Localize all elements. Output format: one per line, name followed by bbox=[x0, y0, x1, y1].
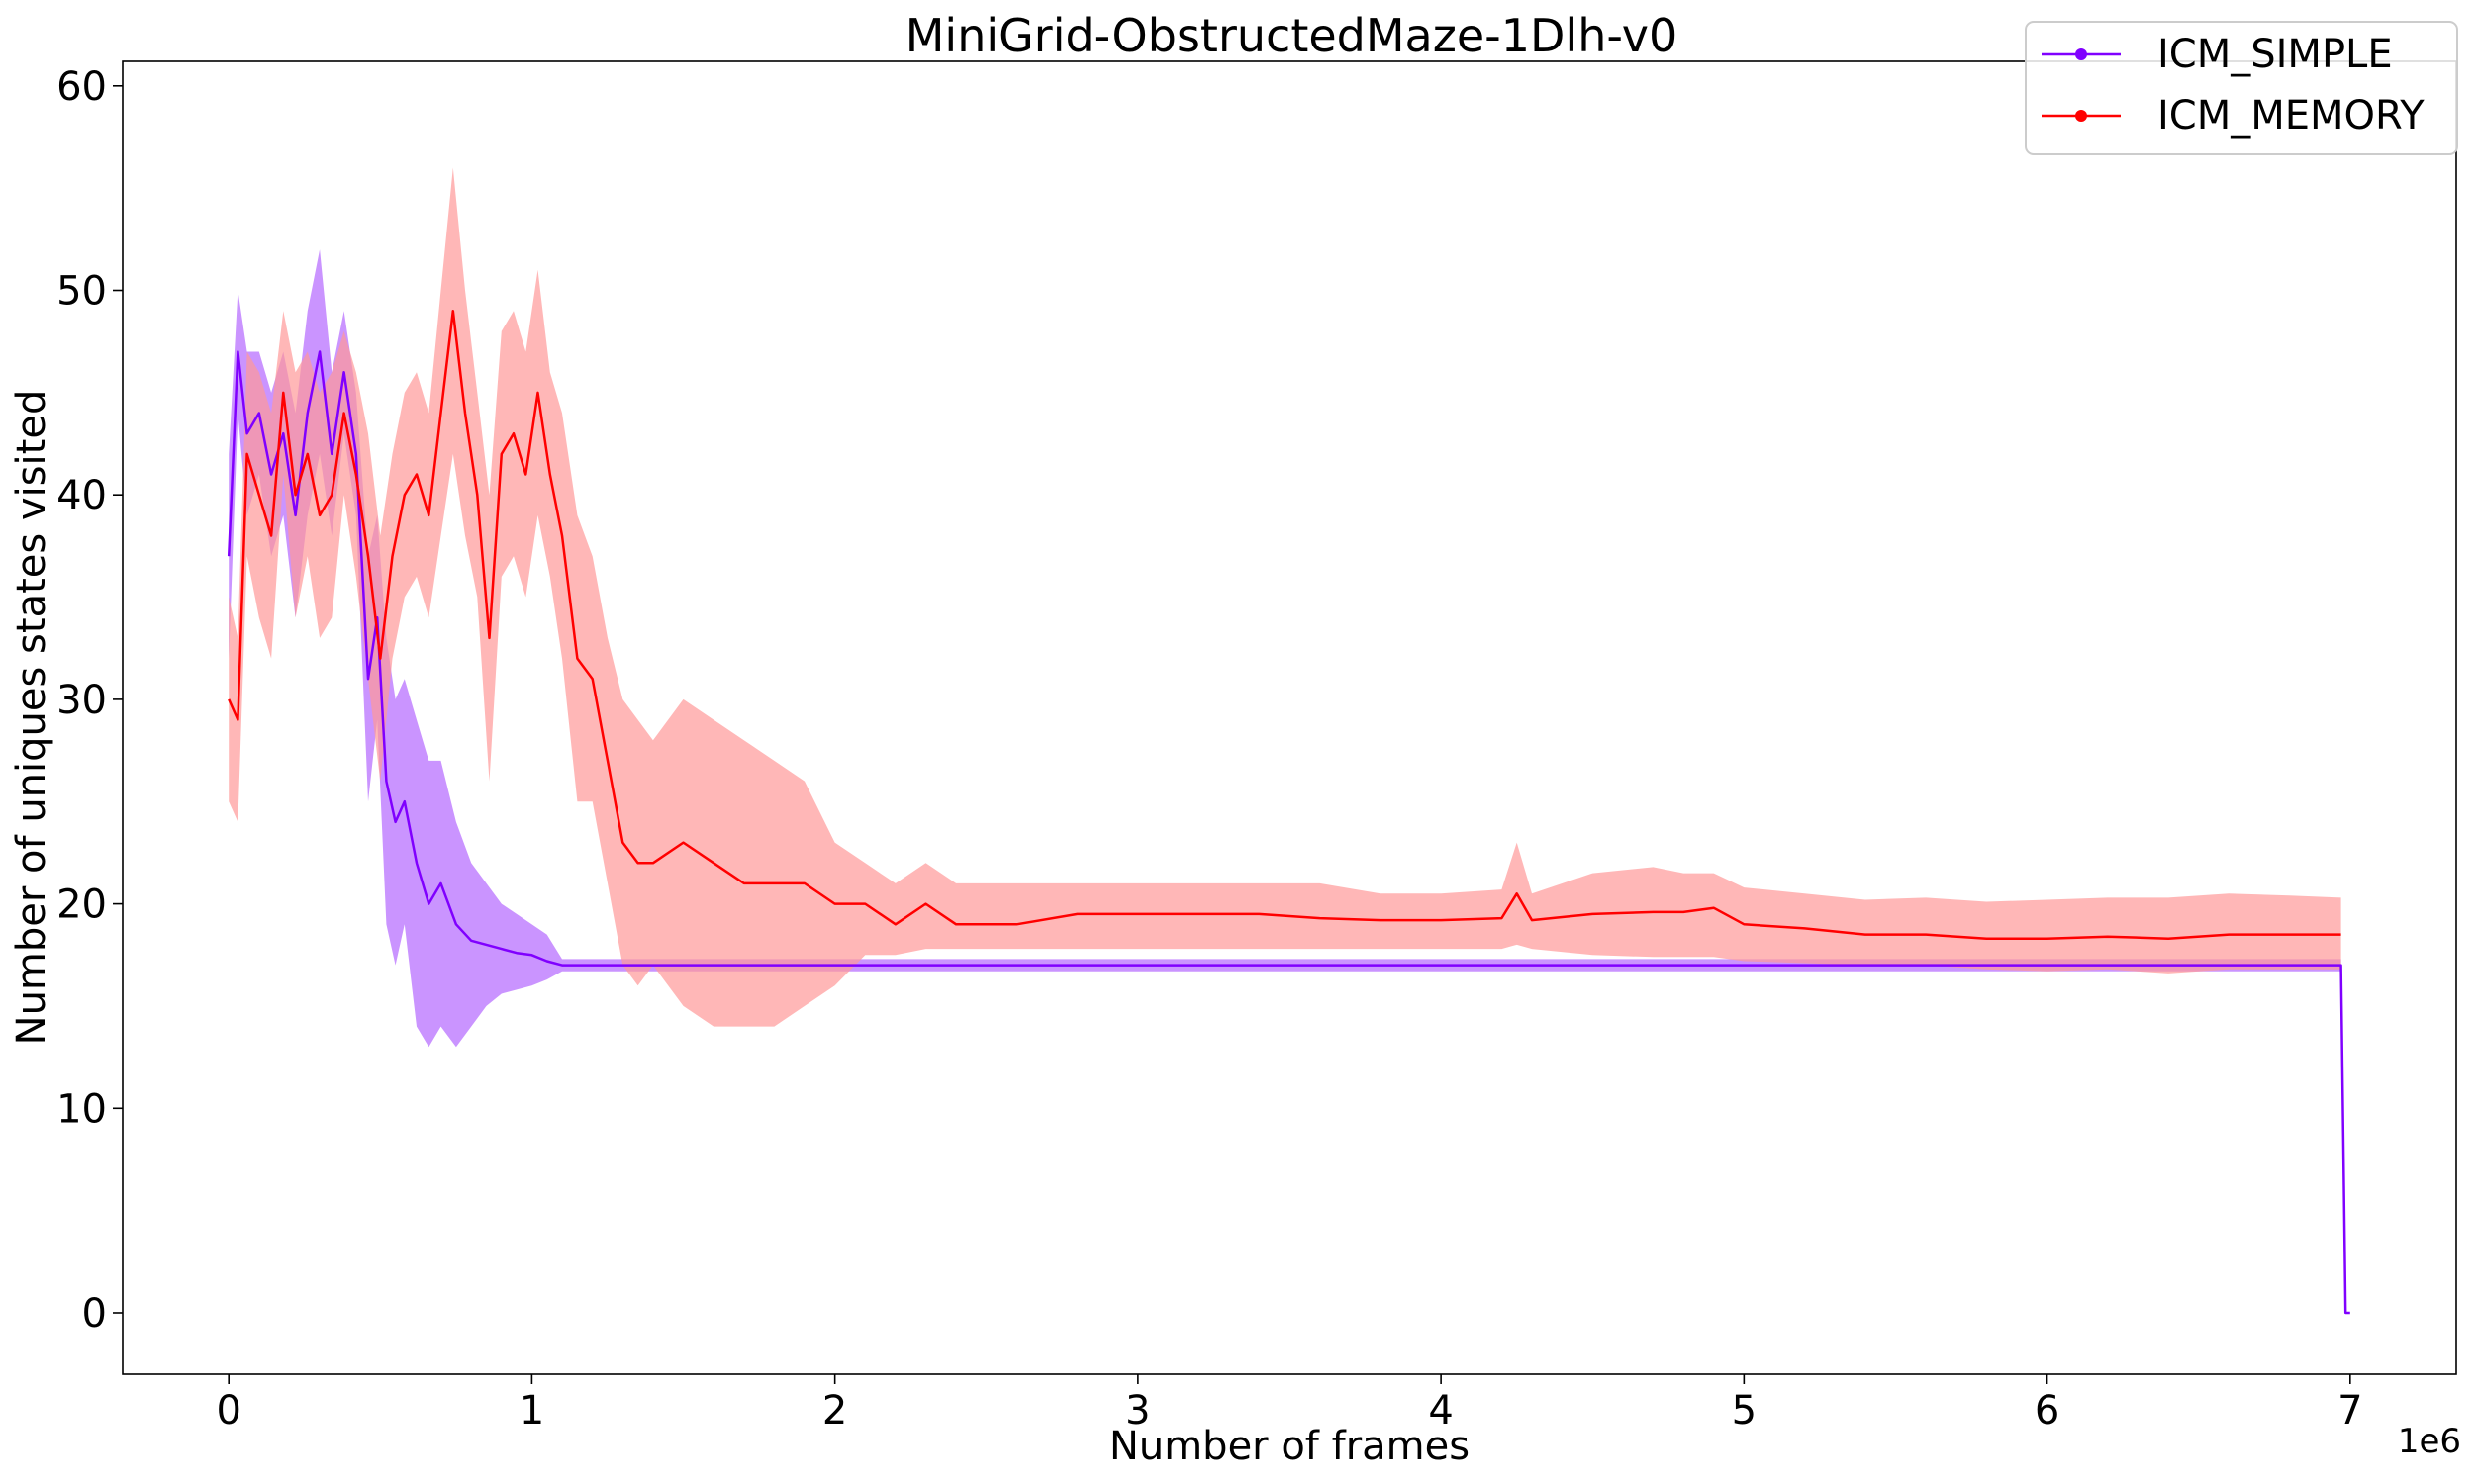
chart-title: MiniGrid-ObstructedMaze-1Dlh-v0 bbox=[905, 9, 1678, 62]
x-axis-label: Number of frames bbox=[1109, 1424, 1470, 1469]
y-axis: 0 10 20 30 40 50 60 bbox=[56, 64, 123, 1337]
confidence-bands bbox=[229, 167, 2350, 1314]
legend-label-icm-memory: ICM_MEMORY bbox=[2157, 93, 2425, 139]
y-tick-label: 50 bbox=[56, 269, 107, 315]
y-axis-label: Number of uniques states visited bbox=[9, 390, 54, 1046]
line-icm-memory bbox=[228, 309, 2341, 940]
y-tick-label: 30 bbox=[56, 678, 107, 723]
x-tick-label: 4 bbox=[1428, 1388, 1453, 1434]
legend-item-icm-memory: ICM_MEMORY bbox=[2042, 93, 2425, 139]
x-axis-offset-text: 1e6 bbox=[2398, 1422, 2461, 1461]
plot-frame bbox=[122, 60, 2457, 1375]
x-tick-label: 2 bbox=[822, 1388, 847, 1434]
x-tick-label: 7 bbox=[2337, 1388, 2362, 1434]
band-icm-memory bbox=[229, 167, 2341, 1027]
y-tick-label: 10 bbox=[56, 1086, 107, 1132]
legend: ICM_SIMPLE ICM_MEMORY bbox=[2025, 21, 2458, 155]
x-tick-label: 1 bbox=[520, 1388, 544, 1434]
y-tick-label: 60 bbox=[56, 64, 107, 110]
y-tick-label: 40 bbox=[56, 473, 107, 518]
x-tick-label: 3 bbox=[1125, 1388, 1150, 1434]
legend-label-icm-simple: ICM_SIMPLE bbox=[2157, 32, 2393, 77]
y-tick-label: 0 bbox=[82, 1291, 107, 1337]
legend-marker-icm-memory bbox=[2075, 110, 2087, 122]
x-tick-label: 5 bbox=[1732, 1388, 1757, 1434]
x-axis: 0 1 2 3 4 5 6 7 bbox=[216, 1374, 2363, 1434]
x-tick-label: 6 bbox=[2035, 1388, 2059, 1434]
x-tick-label: 0 bbox=[216, 1388, 240, 1434]
legend-box bbox=[2025, 21, 2458, 155]
series-lines bbox=[227, 309, 2350, 1315]
legend-marker-icm-simple bbox=[2075, 48, 2087, 60]
line-icm-simple bbox=[227, 350, 2350, 1315]
y-tick-label: 20 bbox=[56, 882, 107, 928]
legend-item-icm-simple: ICM_SIMPLE bbox=[2042, 32, 2393, 77]
